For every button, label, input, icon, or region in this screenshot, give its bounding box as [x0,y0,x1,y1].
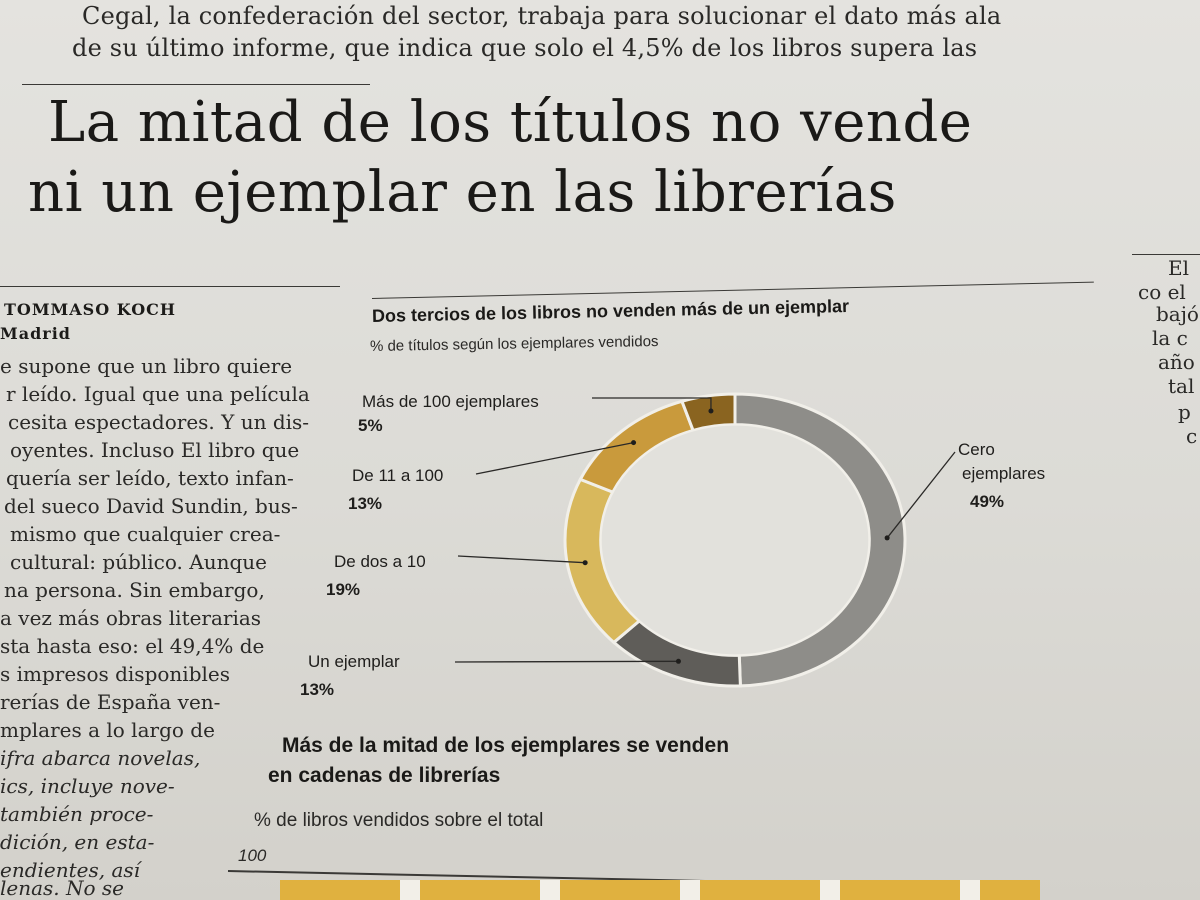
lead-rule [22,84,370,85]
label-de-11-a-100: De 11 a 100 [352,466,444,485]
value-un-ejemplar: 13% [300,680,335,699]
value-cero: 49% [970,492,1005,511]
y-tick-100: 100 [238,846,267,865]
body-line: mismo que cualquier crea- [10,522,281,546]
body-line: r leído. Igual que una película [6,382,310,406]
headline-line-2: ni un ejemplar en las librerías [28,160,897,225]
body-line: mplares a lo largo de [0,718,215,742]
body-line: lenas. No se [0,876,125,900]
donut-segment-0 [733,392,907,688]
value-de-11-a-100: 13% [348,494,383,513]
leader-line-0 [886,451,956,539]
right-line: año [1158,350,1195,374]
label-cero-line-2: ejemplares [962,464,1046,483]
right-line: co el [1138,280,1186,304]
donut-hole [601,425,869,655]
leader-line-4 [592,397,712,411]
bar-chart-title-line-2: en cadenas de librerías [268,764,501,787]
label-cero-line-1: Cero [958,440,995,459]
bar-chart-bars-strip [280,880,1040,900]
donut-segment-4 [679,392,737,433]
body-line: del sueco David Sundin, bus- [4,494,298,518]
right-line: p [1178,400,1191,424]
leader-line-1 [454,660,679,663]
bar-chart-subtitle: % de libros vendidos sobre el total [254,810,544,831]
location: Madrid [0,324,71,343]
byline-rule [0,286,340,287]
leader-dot-0 [884,535,890,541]
body-line: rerías de España ven- [0,690,221,714]
body-line: ics, incluye nove- [0,774,175,798]
body-line: quería ser leído, texto infan- [6,466,294,490]
leader-dot-1 [675,658,681,664]
body-line: na persona. Sin embargo, [4,578,265,602]
bar-chart-title-line-1: Más de la mitad de los ejemplares se ven… [282,734,730,757]
label-mas-de-100: Más de 100 ejemplares [362,392,539,411]
lead-line-2: de su último informe, que indica que sol… [72,34,978,62]
body-line: s impresos disponibles [0,662,230,686]
body-line: a vez más obras literarias [0,606,262,630]
body-line: también proce- [0,802,154,826]
leader-dot-2 [582,560,588,566]
label-un-ejemplar: Un ejemplar [308,652,400,671]
body-line: cultural: público. Aunque [10,550,267,574]
lead-line-1: Cegal, la confederación del sector, trab… [82,2,1002,30]
right-line: la c [1152,326,1188,350]
headline-line-1: La mitad de los títulos no vende [48,90,973,155]
body-line: cesita espectadores. Y un dis- [8,410,310,434]
right-line: bajó [1156,302,1199,326]
leader-line-2 [457,555,586,564]
label-de-dos-a-10: De dos a 10 [334,552,426,571]
leader-line-3 [475,441,634,475]
leader-dot-3 [631,440,637,446]
value-de-dos-a-10: 19% [326,580,361,599]
author-name: TOMMASO KOCH [4,300,177,319]
right-column-rule [1132,254,1200,255]
body-line: dición, en esta- [0,830,155,854]
body-line: sta hasta eso: el 49,4% de [0,634,265,658]
right-line: El [1168,256,1189,280]
leader-dot-4 [708,408,714,414]
body-line: endientes, así [0,858,141,882]
body-line: e supone que un libro quiere [0,354,293,378]
body-line: ifra abarca novelas, [0,746,201,770]
body-line: oyentes. Incluso El libro que [10,438,300,462]
value-mas-de-100: 5% [358,416,383,435]
right-line: tal [1168,374,1195,398]
right-line: c [1186,424,1198,448]
